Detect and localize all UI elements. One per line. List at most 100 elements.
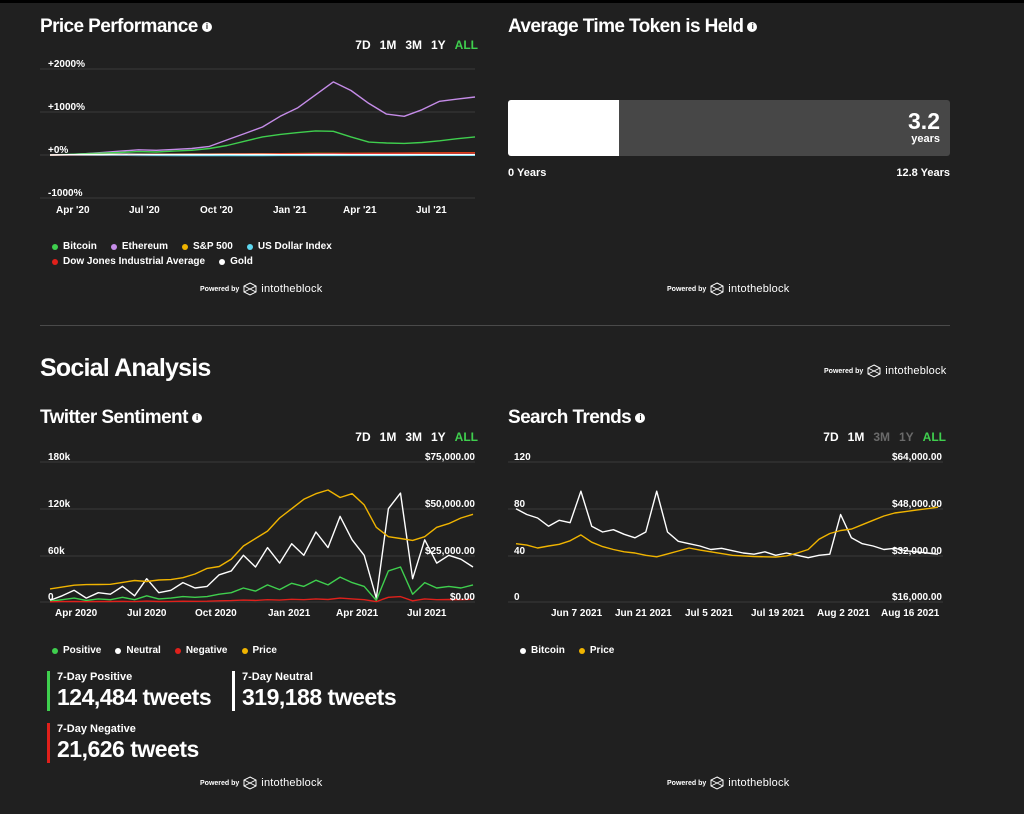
y-tick-label: -1000%: [48, 188, 83, 199]
series-line-price[interactable]: [515, 506, 939, 558]
search-trends-title: Search Trends i: [508, 407, 646, 429]
range-1y[interactable]: 1Y: [430, 38, 446, 52]
series-line-bitcoin[interactable]: [49, 130, 476, 156]
intotheblock-logo-icon: [243, 282, 257, 296]
range-3m[interactable]: 3M: [405, 38, 422, 52]
info-icon[interactable]: i: [191, 412, 202, 423]
legend-item-gold[interactable]: Gold: [219, 256, 253, 267]
legend-dot-icon: [174, 647, 181, 654]
legend-item-sp500[interactable]: S&P 500: [182, 241, 233, 252]
x-tick-label: Jan '21: [273, 205, 307, 216]
series-line-bitcoin[interactable]: [515, 490, 939, 559]
legend-item-us-dollar-index[interactable]: US Dollar Index: [246, 241, 332, 252]
powered-by-intotheblock[interactable]: Powered by intotheblock: [200, 776, 322, 790]
legend-label: Positive: [63, 645, 102, 656]
y-left-tick-label: 0: [514, 592, 520, 603]
series-line-negative[interactable]: [49, 595, 474, 603]
legend-item-positive[interactable]: Positive: [52, 645, 101, 656]
powered-by-intotheblock[interactable]: Powered by intotheblock: [200, 282, 322, 296]
y-tick-label: +2000%: [48, 59, 85, 70]
stat-label: 7-Day Negative: [57, 723, 136, 735]
range-1m[interactable]: 1M: [847, 430, 865, 444]
stat-label: 7-Day Neutral: [242, 671, 313, 683]
brand-name: intotheblock: [261, 777, 323, 789]
legend-item-ethereum[interactable]: Ethereum: [110, 241, 168, 252]
legend-dot-icon: [578, 647, 585, 654]
series-line-positive[interactable]: [49, 566, 474, 602]
y-left-tick-label: 60k: [48, 546, 65, 557]
range-1y[interactable]: 1Y: [430, 430, 446, 444]
x-tick-label: Apr '21: [343, 205, 377, 216]
x-tick-label: Aug 16 2021: [881, 608, 940, 618]
legend-label: S&P 500: [193, 241, 233, 252]
stat-7day-positive: 7-Day Positive 124,484 tweets: [47, 671, 212, 711]
y-tick-label: +0%: [48, 145, 68, 156]
series-line-ethereum[interactable]: [49, 81, 476, 156]
x-tick-label: Jul '20: [129, 205, 160, 216]
legend-dot-icon: [115, 647, 122, 654]
search-trends-range-selector: 7D 1M 3M 1Y ALL: [823, 430, 946, 444]
y-left-tick-label: 120k: [48, 499, 71, 510]
range-all[interactable]: ALL: [454, 430, 478, 444]
stat-value: 319,188 tweets: [242, 684, 397, 710]
twitter-sentiment-title-text: Twitter Sentiment: [40, 407, 188, 428]
brand-name: intotheblock: [261, 283, 323, 295]
stat-value: 21,626 tweets: [57, 736, 199, 762]
legend-label: Price: [252, 645, 277, 656]
twitter-sentiment-title: Twitter Sentiment i: [40, 407, 202, 429]
powered-by-intotheblock[interactable]: Powered by intotheblock: [667, 776, 789, 790]
series-line-gold[interactable]: [49, 153, 475, 156]
legend-item-negative[interactable]: Negative: [174, 645, 228, 656]
y-left-tick-label: 180k: [48, 452, 71, 463]
range-3m[interactable]: 3M: [405, 430, 422, 444]
search-trends-title-text: Search Trends: [508, 407, 632, 428]
powered-by-intotheblock[interactable]: Powered by intotheblock: [667, 282, 789, 296]
powered-by-label: Powered by: [667, 779, 707, 787]
stat-7day-neutral: 7-Day Neutral 319,188 tweets: [232, 671, 397, 711]
range-1m[interactable]: 1M: [379, 430, 397, 444]
legend-dot-icon: [52, 243, 58, 250]
legend-label: Bitcoin: [63, 241, 97, 252]
x-tick-label: Jun 21 2021: [615, 608, 672, 618]
powered-by-intotheblock[interactable]: Powered by intotheblock: [824, 364, 946, 378]
range-all[interactable]: ALL: [922, 430, 946, 444]
y-left-tick-label: 40: [514, 546, 526, 557]
info-icon[interactable]: i: [201, 21, 212, 32]
price-performance-chart: +2000% +1000% +0% -1000% Apr '20 Jul '20…: [40, 59, 476, 216]
legend-item-price[interactable]: Price: [241, 645, 277, 656]
info-icon[interactable]: i: [635, 412, 646, 423]
series-line-price[interactable]: [49, 489, 474, 590]
x-tick-label: Apr '20: [56, 205, 90, 216]
legend-item-price[interactable]: Price: [578, 645, 615, 656]
price-performance-series: [49, 81, 476, 157]
time-held-bar: 3.2 years: [508, 100, 950, 156]
price-performance-title: Price Performance i: [40, 16, 212, 38]
range-7d[interactable]: 7D: [823, 430, 839, 444]
stat-label: 7-Day Positive: [57, 671, 133, 683]
info-icon[interactable]: i: [747, 21, 758, 32]
legend-item-bitcoin[interactable]: Bitcoin: [52, 241, 97, 252]
legend-dot-icon: [110, 243, 117, 250]
twitter-sentiment-legend: Positive Neutral Negative Price: [52, 645, 277, 656]
legend-item-dow-jones[interactable]: Dow Jones Industrial Average: [52, 256, 205, 267]
legend-item-bitcoin[interactable]: Bitcoin: [520, 645, 565, 656]
legend-label: Price: [589, 645, 615, 656]
brand-name: intotheblock: [885, 365, 947, 377]
brand-name: intotheblock: [728, 777, 790, 789]
x-tick-label: Aug 2 2021: [817, 608, 870, 618]
range-all[interactable]: ALL: [454, 38, 478, 52]
series-line-neutral[interactable]: [49, 492, 474, 602]
range-1m[interactable]: 1M: [379, 38, 397, 52]
brand-name: intotheblock: [728, 283, 790, 295]
time-held-min-label: 0 Years: [508, 167, 547, 179]
y-right-tick-label: $64,000.00: [892, 452, 942, 463]
intotheblock-logo-icon: [243, 776, 257, 790]
range-7d[interactable]: 7D: [355, 38, 371, 52]
powered-by-label: Powered by: [667, 285, 707, 293]
range-7d[interactable]: 7D: [355, 430, 371, 444]
time-held-max-label: 12.8 Years: [896, 167, 950, 179]
x-tick-label: Oct 2020: [195, 608, 237, 618]
search-trends-chart: 120 80 40 0 $64,000.00 $48,000.00 $32,00…: [508, 452, 943, 618]
average-time-held-title: Average Time Token is Held i: [508, 16, 758, 38]
legend-item-neutral[interactable]: Neutral: [115, 645, 161, 656]
